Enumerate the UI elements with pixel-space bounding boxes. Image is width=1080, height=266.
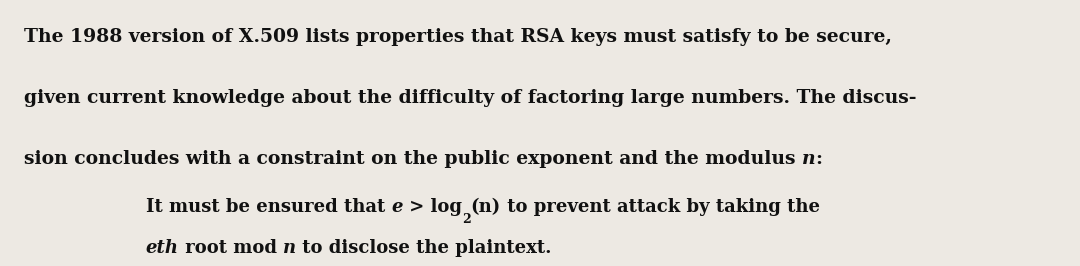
Text: n: n <box>801 150 815 168</box>
Text: (n): (n) <box>471 198 501 216</box>
Text: to disclose the plaintext.: to disclose the plaintext. <box>296 239 552 257</box>
Text: :: : <box>815 150 822 168</box>
Text: eth: eth <box>146 239 179 257</box>
Text: e: e <box>391 198 403 216</box>
Text: root mod: root mod <box>179 239 283 257</box>
Text: The 1988 version of X.509 lists properties that RSA keys must satisfy to be secu: The 1988 version of X.509 lists properti… <box>24 28 892 46</box>
Text: 2: 2 <box>462 213 471 226</box>
Text: given current knowledge about the difficulty of factoring large numbers. The dis: given current knowledge about the diffic… <box>24 89 916 107</box>
Text: It must be ensured that: It must be ensured that <box>146 198 391 216</box>
Text: sion concludes with a constraint on the public exponent and the modulus: sion concludes with a constraint on the … <box>24 150 801 168</box>
Text: to prevent attack by taking the: to prevent attack by taking the <box>501 198 820 216</box>
Text: > log: > log <box>403 198 462 216</box>
Text: n: n <box>283 239 296 257</box>
